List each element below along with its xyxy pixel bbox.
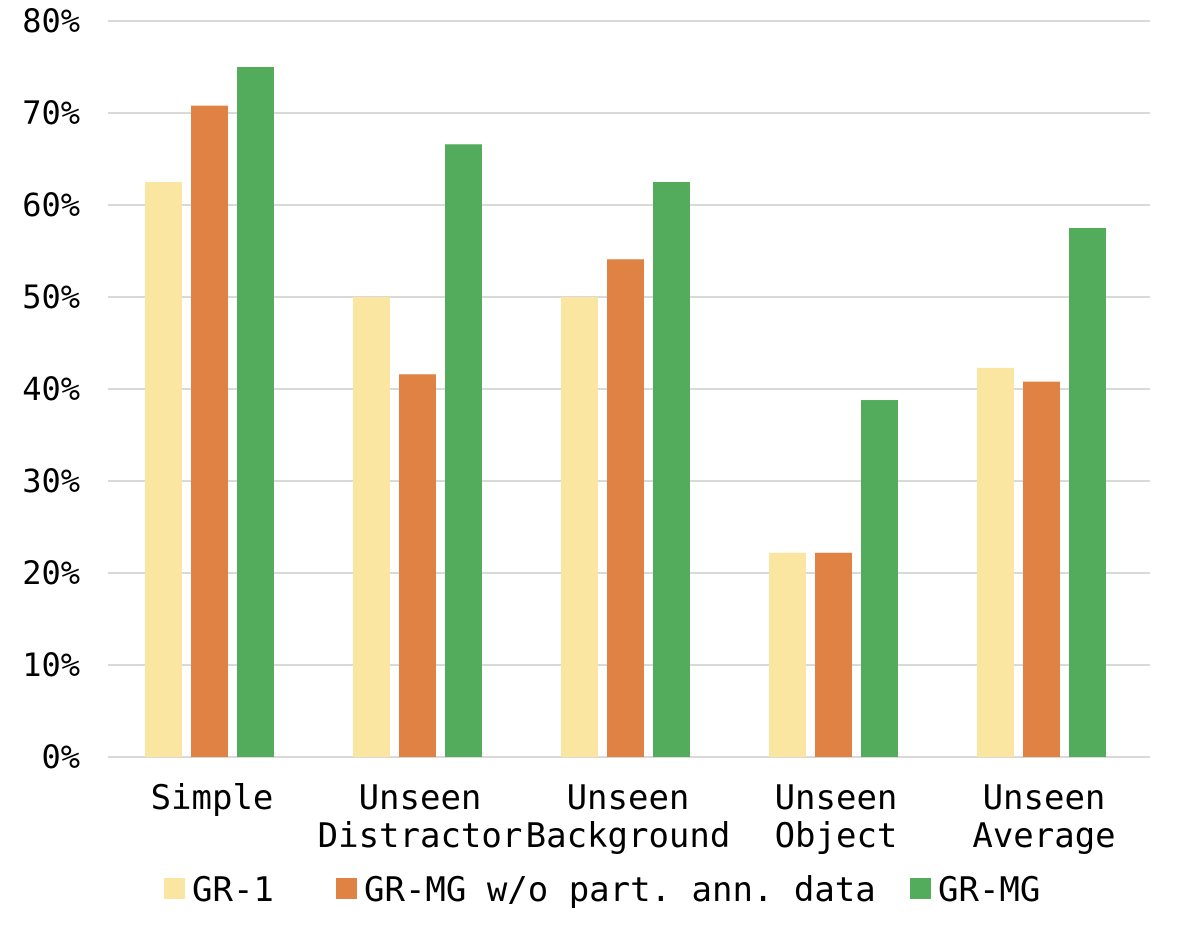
bar: [145, 182, 182, 757]
x-category-label: Unseen: [775, 778, 898, 818]
bar: [607, 259, 644, 757]
x-axis: Simple UnseenDistractorUnseenBackgroundUn…: [151, 778, 1116, 856]
x-category-label: Background: [526, 816, 731, 856]
bar: [1069, 228, 1106, 757]
y-tick-label: 10%: [22, 646, 80, 684]
y-tick-label: 40%: [22, 370, 80, 408]
legend-swatch: [336, 878, 357, 899]
bar: [653, 182, 690, 757]
x-category-label: Object: [775, 816, 898, 856]
legend-label: GR-MG: [938, 870, 1040, 910]
legend-swatch: [910, 878, 931, 899]
bar: [399, 374, 436, 757]
y-tick-label: 20%: [22, 554, 80, 592]
y-tick-label: 50%: [22, 278, 80, 316]
bar: [353, 297, 390, 757]
y-tick-label: 70%: [22, 94, 80, 132]
legend-swatch: [164, 878, 185, 899]
bar: [237, 67, 274, 757]
bar: [815, 552, 852, 757]
x-category-label: Average: [972, 816, 1115, 856]
y-tick-label: 60%: [22, 186, 80, 224]
x-category-label: Unseen: [359, 778, 482, 818]
x-category-label: Simple: [151, 778, 274, 818]
bar: [769, 552, 806, 757]
bar: [445, 144, 482, 757]
y-axis: 0% 10% 20% 30% 40% 50% 60% 70% 80%: [22, 2, 80, 776]
bar: [191, 105, 228, 757]
x-category-label: Distractor: [318, 816, 523, 856]
legend: GR-1 GR-MG w/o part. ann. data GR-MG: [164, 870, 1040, 910]
bar: [561, 297, 598, 757]
y-tick-label: 0%: [41, 738, 80, 776]
x-category-label: Unseen: [983, 778, 1106, 818]
bars: [145, 67, 1106, 757]
x-category-label: Unseen: [567, 778, 690, 818]
y-tick-label: 80%: [22, 2, 80, 40]
y-tick-label: 30%: [22, 462, 80, 500]
bar: [1023, 381, 1060, 757]
bar: [977, 367, 1014, 757]
legend-label: GR-MG w/o part. ann. data: [364, 870, 876, 910]
legend-label: GR-1: [192, 870, 274, 910]
bar: [861, 400, 898, 757]
